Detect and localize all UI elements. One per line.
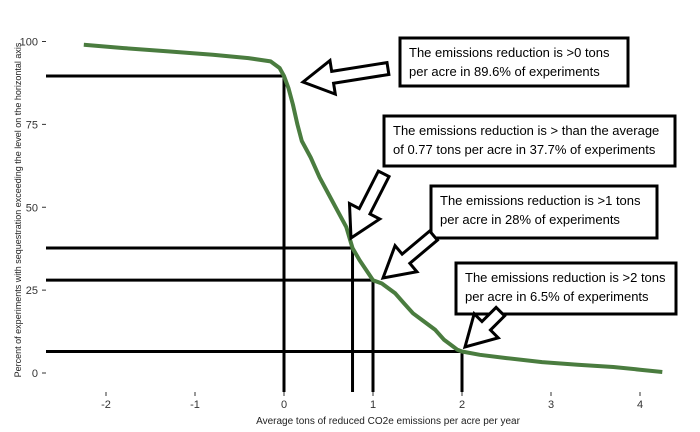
annotation-line1-3: The emissions reduction is >2 tons xyxy=(465,270,666,285)
series-layer xyxy=(83,42,663,374)
annotation-line2-0: per acre in 89.6% of experiments xyxy=(409,64,600,79)
y-tick-label-0: 0 xyxy=(32,368,38,380)
y-tick-label-2: 50 xyxy=(26,202,38,214)
annotation-line1-1: The emissions reduction is > than the av… xyxy=(393,123,659,138)
annotations-layer: The emissions reduction is >0 tons per ac… xyxy=(382,36,678,316)
annotation-box-0 xyxy=(398,36,630,88)
arrow-3 xyxy=(462,305,507,350)
annotation-box-2 xyxy=(429,184,659,240)
annotation-line1-2: The emissions reduction is >1 tons xyxy=(440,193,641,208)
reference-lines xyxy=(46,74,464,392)
series-line-0 xyxy=(83,42,663,374)
arrow-2 xyxy=(380,228,440,280)
y-axis-ticks: 0 25 50 75 100 xyxy=(20,37,46,380)
arrow-0 xyxy=(299,57,391,97)
annotation-box-3 xyxy=(454,261,678,316)
x-tick-label-1: -1 xyxy=(190,399,200,411)
y-tick-label-3: 75 xyxy=(26,119,38,131)
x-tick-label-3: 1 xyxy=(370,399,376,411)
x-tick-label-2: 0 xyxy=(281,399,287,411)
annotation-line2-1: of 0.77 tons per acre in 37.7% of experi… xyxy=(393,142,656,157)
x-tick-label-0: -2 xyxy=(101,399,111,411)
y-tick-label-4: 100 xyxy=(20,37,38,49)
arrows-layer xyxy=(299,57,507,350)
annotation-line2-3: per acre in 6.5% of experiments xyxy=(465,289,649,304)
annotation-line1-0: The emissions reduction is >0 tons xyxy=(409,45,610,60)
x-axis-ticks: -2 -1 0 1 2 3 4 xyxy=(101,392,643,411)
annotation-line2-2: per acre in 28% of experiments xyxy=(440,212,620,227)
y-tick-label-1: 25 xyxy=(26,285,38,297)
y-axis-label: Percent of experiments with sequestratio… xyxy=(13,42,23,377)
x-axis-label: Average tons of reduced CO2e emissions p… xyxy=(256,416,521,427)
x-tick-label-4: 2 xyxy=(459,399,465,411)
arrow-1 xyxy=(347,169,392,241)
x-tick-label-5: 3 xyxy=(548,399,554,411)
x-tick-label-6: 4 xyxy=(637,399,643,411)
annotation-box-1 xyxy=(382,114,677,168)
